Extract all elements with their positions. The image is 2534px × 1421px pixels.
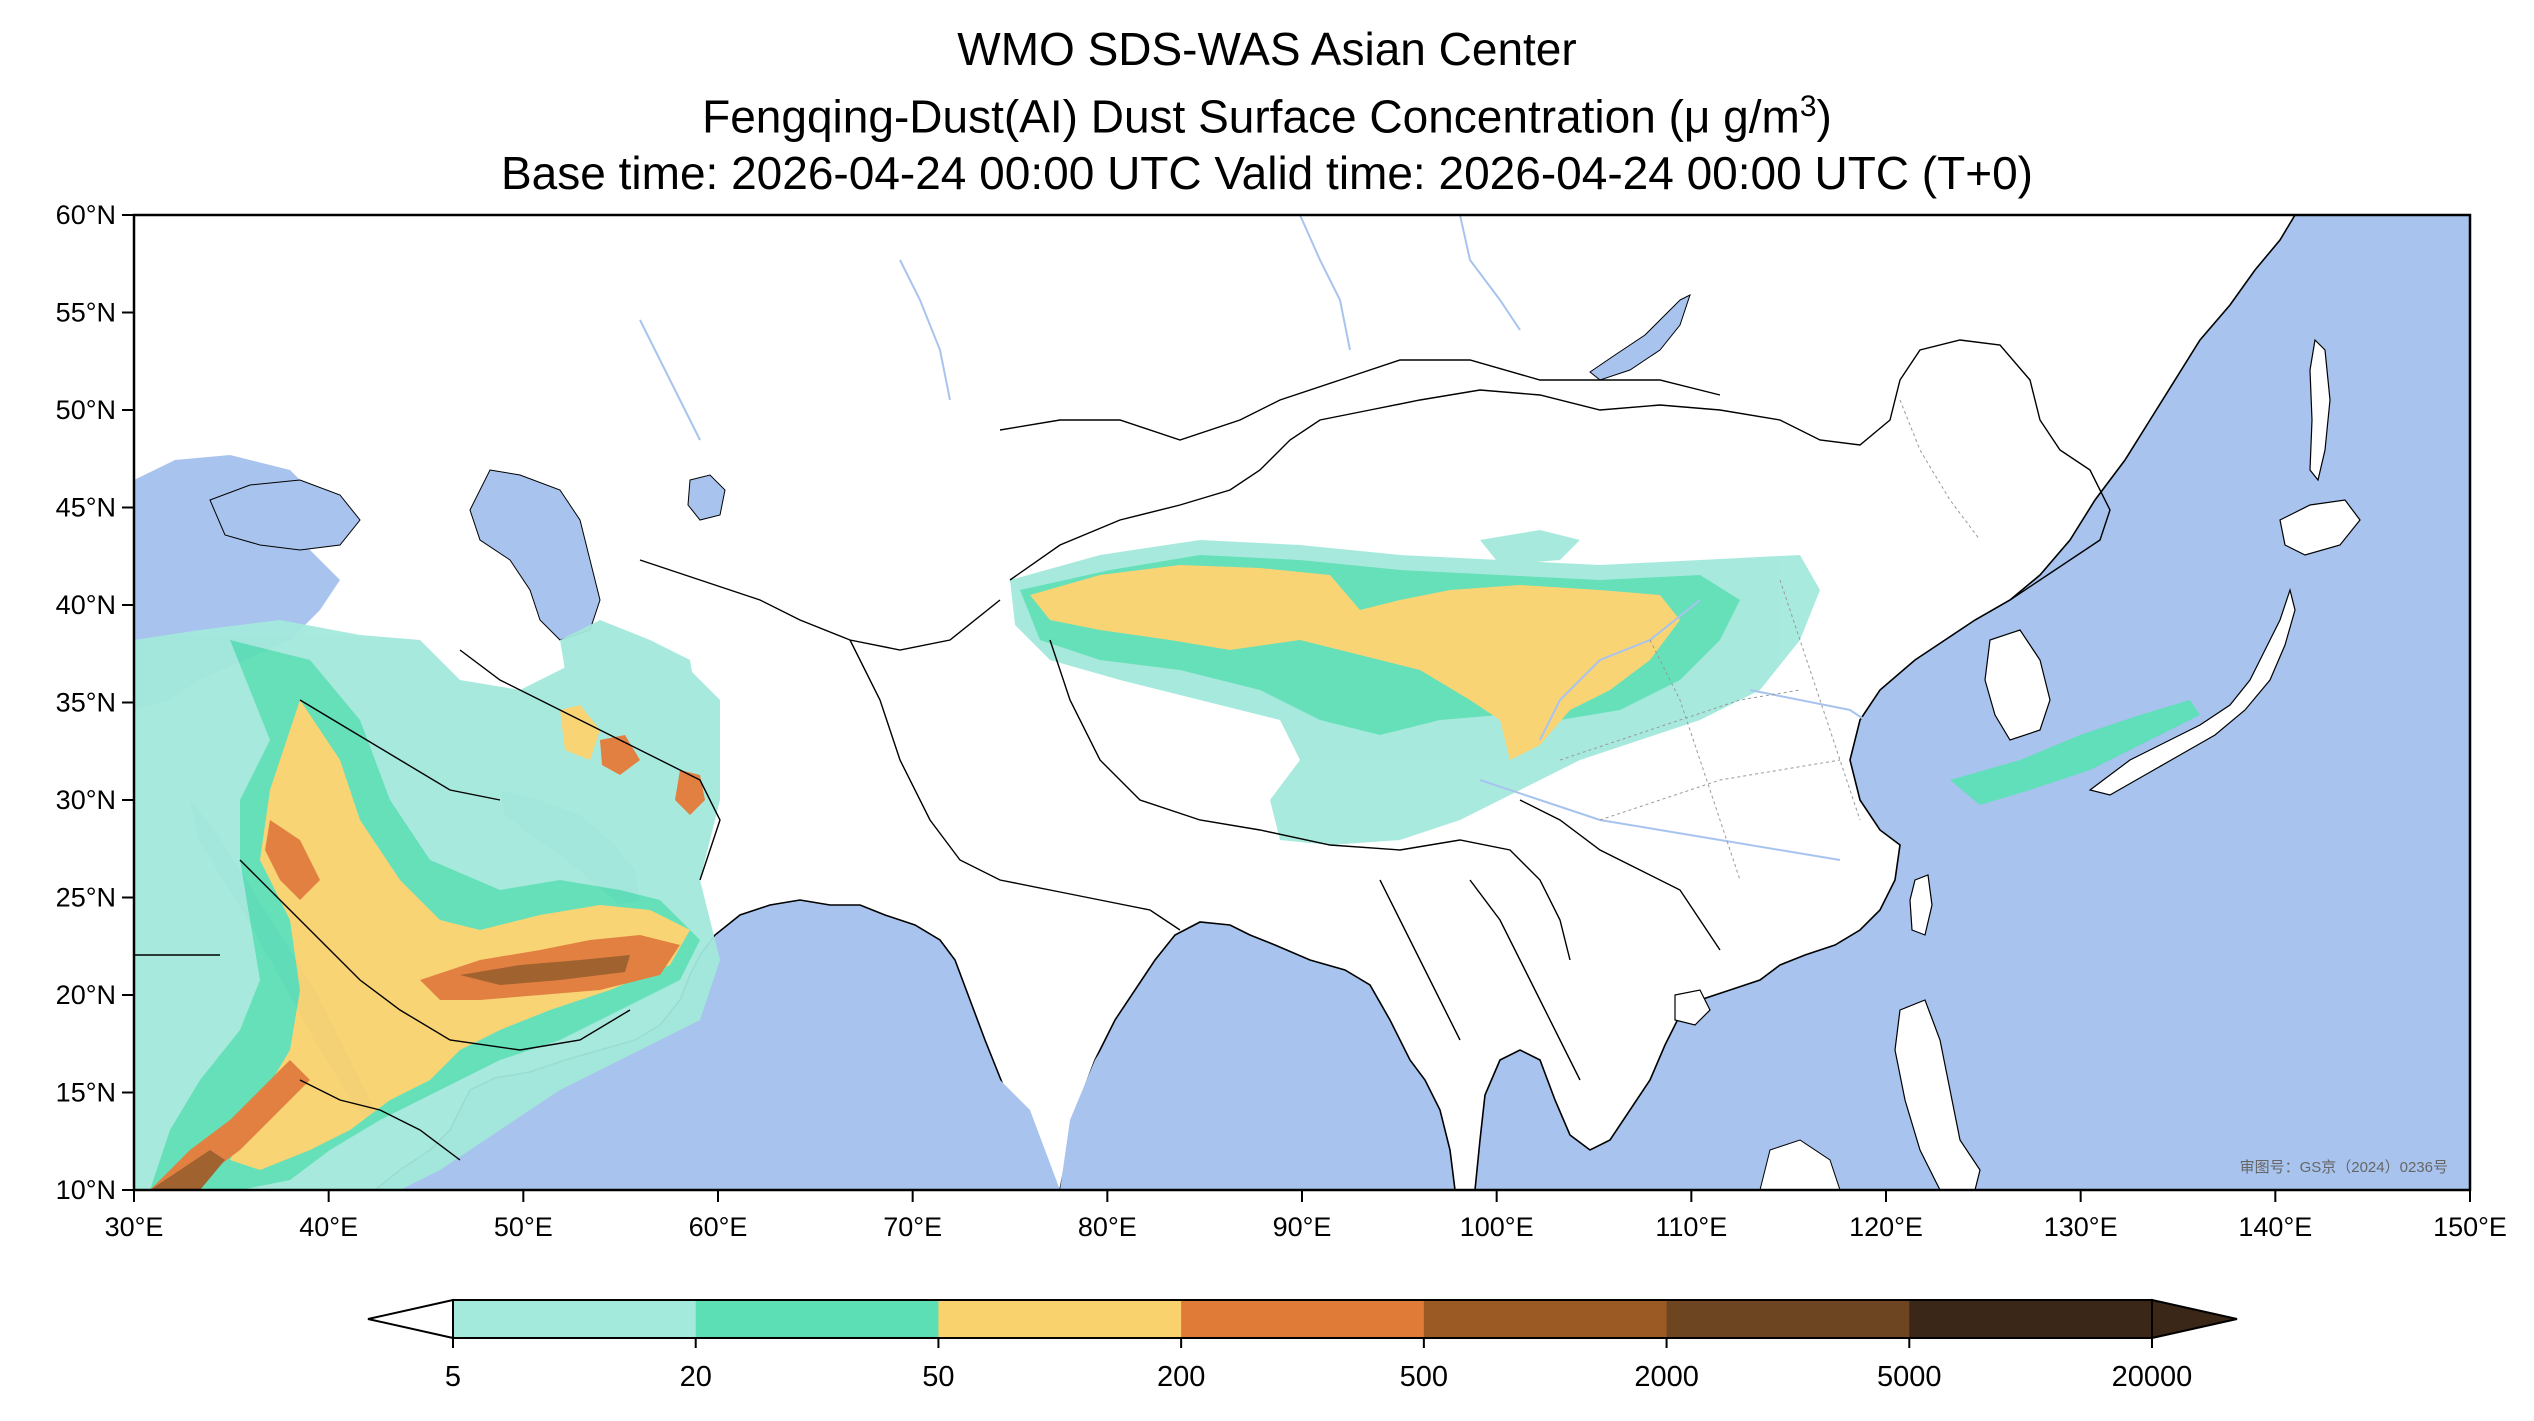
- dust-field: [134, 530, 2200, 1190]
- colorbar-segment: [1909, 1300, 2153, 1338]
- land-aral-sea: [687, 474, 726, 521]
- land-philippines: [1894, 999, 1981, 1190]
- title-line-2-main: Fengqing-Dust(AI) Dust Surface Concentra…: [702, 90, 1800, 143]
- title-line-2-superscript: 3: [1799, 90, 1817, 123]
- lon-tick-label: 80°E: [1078, 1212, 1137, 1242]
- colorbar-level-label: 20: [680, 1361, 712, 1393]
- colorbar-segment: [1423, 1300, 1668, 1338]
- colorbar: [367, 1298, 2238, 1340]
- lat-tick-label: 55°N: [56, 298, 116, 328]
- colorbar-labels: 5 20 50 200 500 2000 5000 20000: [445, 1338, 2192, 1393]
- lon-tick-label: 30°E: [105, 1212, 164, 1242]
- colorbar-segment: [1181, 1300, 1425, 1338]
- land-arabian-sea: [470, 1015, 1060, 1190]
- land-japan: [2088, 587, 2296, 796]
- map-area: 审图号：GS京（2024）0236号: [134, 215, 2470, 1190]
- colorbar-segment: [1666, 1300, 1910, 1338]
- land-hainan: [1674, 989, 1711, 1026]
- lat-tick-label: 15°N: [56, 1078, 116, 1108]
- colorbar-extend-low: [367, 1298, 454, 1340]
- lon-tick-label: 60°E: [689, 1212, 748, 1242]
- lat-tick-label: 45°N: [56, 493, 116, 523]
- lon-tick-label: 120°E: [1849, 1212, 1923, 1242]
- colorbar-level-label: 2000: [1634, 1361, 1699, 1393]
- lat-tick-label: 50°N: [56, 395, 116, 425]
- land-sri-lanka-borneo: [1759, 1139, 1841, 1190]
- title-line-3: Base time: 2026-04-24 00:00 UTC Valid ti…: [501, 147, 2033, 199]
- lon-tick-label: 110°E: [1655, 1212, 1727, 1242]
- title-line-2-end: ): [1816, 90, 1832, 143]
- lat-tick-label: 40°N: [56, 590, 116, 620]
- rivers: [639, 215, 1881, 861]
- lon-tick-label: 140°E: [2238, 1212, 2312, 1242]
- lon-tick-label: 150°E: [2433, 1212, 2507, 1242]
- land-bay-of-bengal: [1060, 950, 1435, 1190]
- colorbar-segment: [453, 1300, 697, 1338]
- lat-tick-label: 20°N: [56, 980, 116, 1010]
- land-sakhalin: [2309, 338, 2331, 482]
- lat-tick-label: 60°N: [56, 200, 116, 230]
- lat-tick-label: 25°N: [56, 883, 116, 913]
- lat-tick-label: 10°N: [56, 1175, 116, 1205]
- colorbar-outline: [452, 1299, 2153, 1339]
- country-borders: [134, 339, 2111, 1161]
- latitude-axis: 60°N 55°N 50°N 45°N 40°N 35°N 30°N 25°N 20°N 15°N…: [56, 200, 134, 1205]
- colorbar-level-label: 200: [1157, 1361, 1205, 1393]
- colorbar-extend-high: [2151, 1298, 2238, 1340]
- colorbar-level-label: 500: [1400, 1361, 1448, 1393]
- lon-tick-label: 40°E: [299, 1212, 358, 1242]
- land-black-sea: [209, 479, 361, 551]
- lon-tick-label: 130°E: [2044, 1212, 2118, 1242]
- lat-tick-label: 30°N: [56, 785, 116, 815]
- colorbar-level-label: 20000: [2112, 1361, 2193, 1393]
- province-borders: [1559, 399, 1981, 881]
- colorbar-level-label: 5000: [1877, 1361, 1942, 1393]
- lon-tick-label: 50°E: [494, 1212, 553, 1242]
- title-line-1: WMO SDS-WAS Asian Center: [957, 23, 1577, 75]
- land-hokkaido: [2279, 499, 2361, 556]
- colorbar-level-label: 5: [445, 1361, 461, 1393]
- title-line-2: Fengqing-Dust(AI) Dust Surface Concentra…: [0, 90, 2534, 143]
- colorbar-level-label: 50: [922, 1361, 954, 1393]
- lon-tick-label: 100°E: [1460, 1212, 1534, 1242]
- approval-note: 审图号：GS京（2024）0236号: [2240, 1159, 2448, 1176]
- lat-tick-label: 35°N: [56, 688, 116, 718]
- land-taiwan: [1909, 874, 1933, 936]
- lon-tick-label: 70°E: [883, 1212, 942, 1242]
- lon-tick-label: 90°E: [1273, 1212, 1332, 1242]
- longitude-axis: 30°E 40°E 50°E 60°E 70°E 80°E 90°E 100°E 110°E 12…: [105, 1190, 2507, 1242]
- colorbar-segment: [938, 1300, 1182, 1338]
- land-korea: [1984, 629, 2051, 741]
- colorbar-segment: [695, 1300, 939, 1338]
